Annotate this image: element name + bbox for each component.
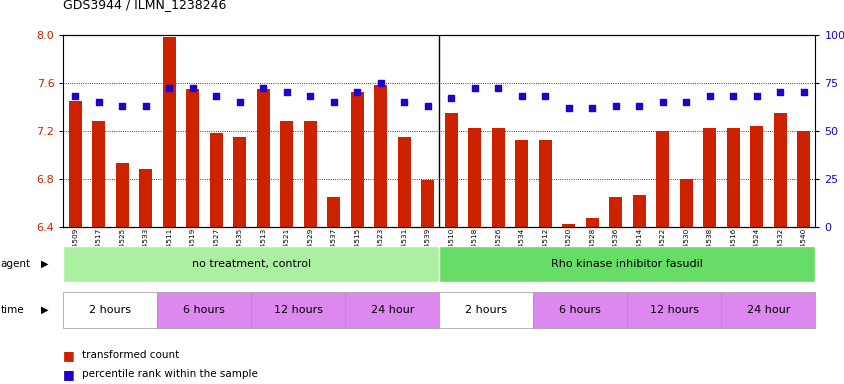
- Bar: [538, 140, 551, 227]
- Bar: [68, 101, 82, 227]
- Point: [373, 79, 387, 86]
- Bar: [702, 128, 715, 227]
- Point: [186, 85, 199, 91]
- Bar: [439, 292, 533, 328]
- Point: [327, 99, 340, 105]
- Bar: [63, 292, 157, 328]
- Point: [116, 103, 129, 109]
- Bar: [233, 137, 246, 227]
- Bar: [157, 292, 252, 328]
- Bar: [533, 292, 626, 328]
- Text: 2 hours: 2 hours: [89, 305, 131, 315]
- Bar: [209, 133, 222, 227]
- Point: [679, 99, 692, 105]
- Bar: [374, 85, 387, 227]
- Bar: [303, 121, 316, 227]
- Point: [209, 93, 223, 99]
- Bar: [626, 292, 721, 328]
- Bar: [561, 224, 575, 227]
- Text: 6 hours: 6 hours: [183, 305, 225, 315]
- Bar: [345, 292, 439, 328]
- Point: [397, 99, 410, 105]
- Bar: [327, 197, 339, 227]
- Text: ▶: ▶: [41, 259, 48, 269]
- Bar: [796, 131, 809, 227]
- Point: [138, 103, 152, 109]
- Point: [350, 89, 364, 95]
- Bar: [280, 121, 293, 227]
- Point: [162, 85, 176, 91]
- Bar: [773, 113, 786, 227]
- Bar: [116, 163, 128, 227]
- Bar: [444, 113, 457, 227]
- Bar: [163, 37, 176, 227]
- Point: [233, 99, 246, 105]
- Point: [303, 93, 316, 99]
- Text: ▶: ▶: [41, 305, 48, 315]
- Bar: [350, 92, 363, 227]
- Bar: [439, 246, 814, 282]
- Text: Rho kinase inhibitor fasudil: Rho kinase inhibitor fasudil: [551, 259, 702, 269]
- Point: [68, 93, 82, 99]
- Point: [726, 93, 739, 99]
- Text: GDS3944 / ILMN_1238246: GDS3944 / ILMN_1238246: [63, 0, 226, 12]
- Text: agent: agent: [1, 259, 31, 269]
- Point: [256, 85, 269, 91]
- Text: 2 hours: 2 hours: [465, 305, 506, 315]
- Text: 6 hours: 6 hours: [559, 305, 601, 315]
- Point: [468, 85, 481, 91]
- Bar: [186, 89, 199, 227]
- Point: [92, 99, 106, 105]
- Bar: [398, 137, 410, 227]
- Point: [514, 93, 528, 99]
- Bar: [656, 131, 668, 227]
- Point: [420, 103, 434, 109]
- Bar: [252, 292, 345, 328]
- Point: [585, 104, 598, 111]
- Text: percentile rank within the sample: percentile rank within the sample: [82, 369, 257, 379]
- Point: [631, 103, 645, 109]
- Bar: [515, 140, 528, 227]
- Bar: [726, 128, 738, 227]
- Text: 12 hours: 12 hours: [273, 305, 322, 315]
- Text: 24 hour: 24 hour: [371, 305, 414, 315]
- Bar: [63, 246, 439, 282]
- Point: [702, 93, 716, 99]
- Bar: [609, 197, 621, 227]
- Point: [561, 104, 575, 111]
- Point: [491, 85, 505, 91]
- Point: [772, 89, 786, 95]
- Bar: [491, 128, 504, 227]
- Point: [538, 93, 551, 99]
- Point: [749, 93, 762, 99]
- Bar: [420, 180, 434, 227]
- Point: [655, 99, 668, 105]
- Bar: [92, 121, 105, 227]
- Bar: [468, 128, 480, 227]
- Point: [444, 95, 457, 101]
- Bar: [632, 195, 645, 227]
- Bar: [257, 89, 269, 227]
- Text: transformed count: transformed count: [82, 350, 179, 360]
- Text: no treatment, control: no treatment, control: [192, 259, 311, 269]
- Bar: [749, 126, 762, 227]
- Text: 24 hour: 24 hour: [746, 305, 789, 315]
- Text: ■: ■: [63, 349, 75, 362]
- Bar: [679, 179, 692, 227]
- Bar: [139, 169, 152, 227]
- Point: [796, 89, 809, 95]
- Bar: [585, 218, 598, 227]
- Bar: [721, 292, 814, 328]
- Text: 12 hours: 12 hours: [649, 305, 698, 315]
- Point: [279, 89, 293, 95]
- Text: ■: ■: [63, 368, 75, 381]
- Text: time: time: [1, 305, 24, 315]
- Point: [609, 103, 622, 109]
